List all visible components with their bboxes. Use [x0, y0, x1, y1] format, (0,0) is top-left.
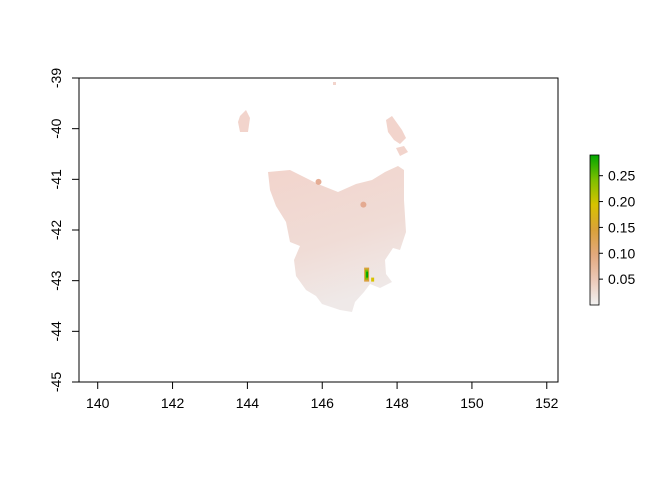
y-tick-label: -39	[48, 68, 64, 88]
y-tick-label: -40	[48, 118, 64, 138]
x-tick-label: 140	[86, 395, 110, 411]
legend-colorbar	[589, 154, 600, 306]
x-tick-label: 152	[535, 395, 559, 411]
x-tick-label: 142	[161, 395, 185, 411]
legend-tick-label: 0.05	[608, 271, 635, 287]
tasmania-mainland	[268, 166, 406, 312]
legend-tick-label: 0.20	[608, 194, 635, 210]
x-tick-label: 144	[236, 395, 260, 411]
legend-tick-label: 0.15	[608, 219, 635, 235]
raster-layer	[238, 82, 408, 312]
y-tick-label: -42	[48, 220, 64, 240]
color-legend: 0.05 0.10 0.15 0.20 0.25	[589, 154, 635, 306]
flinders-island	[386, 116, 406, 144]
x-axis: 140 142 144 146 148 150 152	[86, 381, 559, 411]
x-tick-label: 148	[385, 395, 409, 411]
cape-barren-island	[396, 146, 408, 156]
y-axis: -39 -40 -41 -42 -43 -44 -45	[48, 68, 80, 392]
x-tick-label: 146	[311, 395, 335, 411]
y-tick-label: -44	[48, 321, 64, 341]
hotspot-1	[360, 201, 367, 208]
legend-tick-label: 0.25	[608, 168, 635, 184]
king-island	[238, 110, 250, 132]
x-tick-label: 150	[460, 395, 484, 411]
hotspot-0	[364, 267, 375, 282]
hotspot-layer	[315, 178, 375, 282]
y-tick-label: -41	[48, 169, 64, 189]
y-tick-label: -43	[48, 270, 64, 290]
small-island	[333, 82, 336, 85]
legend-tick-label: 0.10	[608, 245, 635, 261]
y-tick-label: -45	[48, 372, 64, 392]
hotspot-2	[315, 178, 322, 185]
